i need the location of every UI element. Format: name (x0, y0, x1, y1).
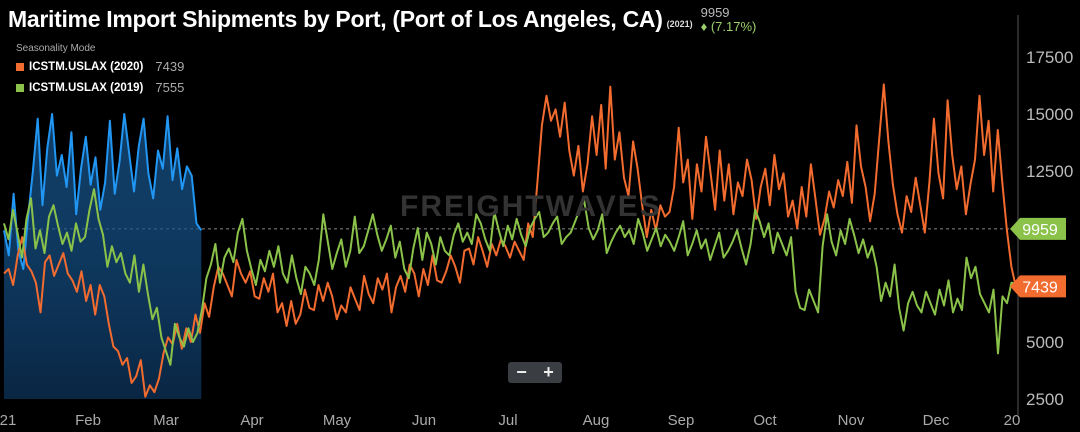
last-value-flag-text: 7439 (1022, 279, 1058, 296)
series-group (3, 83, 1017, 399)
y-tick-label: 15000 (1026, 105, 1073, 124)
x-tick-labels: 21 Feb Mar Apr May Jun Jul Aug Sep Oct Nov Dec 20 (0, 412, 1020, 429)
y-tick-labels: 2500 5000 12500 15000 17500 (1026, 48, 1073, 409)
x-tick-label: Feb (75, 412, 101, 429)
legend-value-2019: 7555 (155, 80, 185, 95)
last-value-flag-shape (1010, 217, 1066, 240)
zoom-out-button[interactable]: − (516, 362, 527, 382)
chart-header: Maritime Import Shipments by Port, (Port… (8, 4, 756, 34)
x-tick-label: 21 (0, 412, 16, 429)
y-tick-label: 5000 (1026, 333, 1064, 352)
legend-label-2019: ICSTM.USLAX (2019) (29, 81, 144, 94)
x-tick-label: Sep (668, 412, 695, 429)
x-tick-label: Jun (412, 412, 436, 429)
last-value-flag-text: 9959 (1022, 222, 1058, 239)
x-tick-label: Dec (923, 412, 950, 429)
last-value-flags: 9959 7439 (1010, 217, 1066, 298)
seasonality-mode-label: Seasonality Mode (16, 43, 96, 54)
zoom-in-button[interactable]: + (543, 362, 554, 382)
zoom-controls: − + (508, 362, 562, 383)
last-value-flag-0: 9959 (1010, 217, 1066, 240)
y-tick-label: 17500 (1026, 48, 1073, 67)
y-tick-label: 12500 (1026, 162, 1073, 181)
legend-swatch-2019 (16, 83, 24, 92)
series-line-2 (3, 188, 1017, 366)
x-tick-label: Jul (498, 412, 517, 429)
x-tick-label: Nov (838, 412, 865, 429)
legend-swatch-2020 (16, 62, 24, 71)
x-tick-label: Mar (153, 412, 179, 429)
watermark: FREIGHTWAVES (400, 190, 662, 223)
legend-item-2020[interactable]: ICSTM.USLAX (2020) 7439 (16, 59, 184, 74)
last-value-flag-1: 7439 (1010, 275, 1066, 298)
current-value: 9959 (700, 5, 730, 20)
last-value-flag-shape (1010, 275, 1066, 298)
year-tag: (2021) (666, 19, 693, 29)
x-tick-label: 20 (1004, 412, 1021, 429)
current-value-box: 9959 ♦ (7.17%) (701, 6, 757, 34)
legend-value-2020: 7439 (155, 59, 185, 74)
legend-item-2019[interactable]: ICSTM.USLAX (2019) 7555 (16, 80, 184, 95)
series-area-0 (4, 114, 202, 399)
x-tick-label: Oct (753, 412, 777, 429)
x-tick-label: May (323, 412, 352, 429)
chart-title: Maritime Import Shipments by Port, (Port… (8, 6, 663, 32)
legend-label-2020: ICSTM.USLAX (2020) (29, 60, 144, 73)
change-percent: ♦ (7.17%) (700, 19, 757, 34)
x-tick-label: Aug (583, 412, 610, 429)
series-line-0 (3, 113, 203, 270)
y-tick-label: 2500 (1026, 390, 1064, 409)
x-tick-label: Apr (240, 412, 263, 429)
